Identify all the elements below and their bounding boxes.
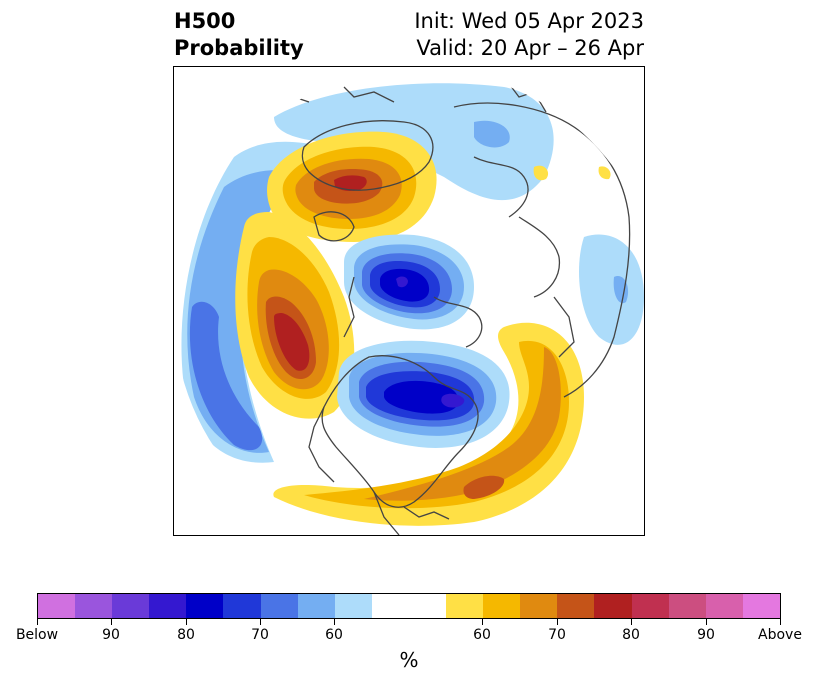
colorbar-tick-label: 80: [177, 627, 195, 643]
colorbar-swatch: [297, 594, 335, 618]
colorbar-tick: [557, 619, 558, 625]
colorbar-swatch: [742, 594, 780, 618]
date-info: Init: Wed 05 Apr 2023 Valid: 20 Apr – 26…: [414, 8, 644, 62]
arctic-vortex-below-anomaly: [344, 234, 474, 330]
colorbar-swatch: [186, 594, 224, 618]
colorbar-swatch: [705, 594, 743, 618]
colorbar-swatch: [223, 594, 261, 618]
colorbar-swatch: [483, 594, 521, 618]
colorbar-swatch: [38, 594, 76, 618]
colorbar-tick-label: 70: [251, 627, 269, 643]
colorbar-swatch: [520, 594, 558, 618]
west-ridge-above-anomaly: [235, 212, 355, 419]
init-date-text: Init: Wed 05 Apr 2023: [414, 9, 644, 33]
colorbar-swatch: [260, 594, 298, 618]
continent-outlines: [283, 76, 631, 535]
colorbar-swatch: [594, 594, 632, 618]
colorbar-tick-label: 80: [622, 627, 640, 643]
colorbar-tick-label: 90: [697, 627, 715, 643]
probability-map: [173, 66, 645, 536]
north-america-trough-below-anomaly: [337, 340, 510, 448]
colorbar-tick-label: 60: [473, 627, 491, 643]
colorbar-tick: [780, 619, 781, 625]
colorbar-tick-label: 60: [325, 627, 343, 643]
probability-colorbar: [37, 593, 781, 619]
title-line-1: H500: [174, 9, 236, 33]
colorbar-tick: [37, 619, 38, 625]
pacific-below-anomaly: [181, 141, 324, 463]
chart-title: H500 Probability: [174, 8, 304, 62]
colorbar-tick-label: Below: [15, 627, 59, 643]
greenland-ridge-above-anomaly: [267, 131, 437, 242]
colorbar-tick: [260, 619, 261, 625]
valid-range-text: Valid: 20 Apr – 26 Apr: [416, 36, 644, 60]
colorbar-tick-label: 90: [102, 627, 120, 643]
colorbar-swatch: [75, 594, 113, 618]
title-line-2: Probability: [174, 36, 304, 60]
colorbar-swatch: [631, 594, 669, 618]
colorbar-tick: [482, 619, 483, 625]
colorbar-swatch: [149, 594, 187, 618]
map-svg: [174, 69, 644, 535]
colorbar-tick-label: Above: [758, 627, 802, 643]
atlantic-ridge-above-anomaly: [273, 165, 611, 526]
colorbar-tick: [186, 619, 187, 625]
colorbar-tick-label: 70: [548, 627, 566, 643]
colorbar-tick: [111, 619, 112, 625]
units-label: %: [399, 648, 419, 672]
colorbar-swatch: [371, 594, 447, 618]
colorbar-swatch: [334, 594, 372, 618]
colorbar-swatch: [557, 594, 595, 618]
colorbar-tick: [334, 619, 335, 625]
colorbar-swatch: [112, 594, 150, 618]
colorbar-swatch: [668, 594, 706, 618]
colorbar-tick: [706, 619, 707, 625]
colorbar-swatch: [446, 594, 484, 618]
colorbar-tick: [631, 619, 632, 625]
